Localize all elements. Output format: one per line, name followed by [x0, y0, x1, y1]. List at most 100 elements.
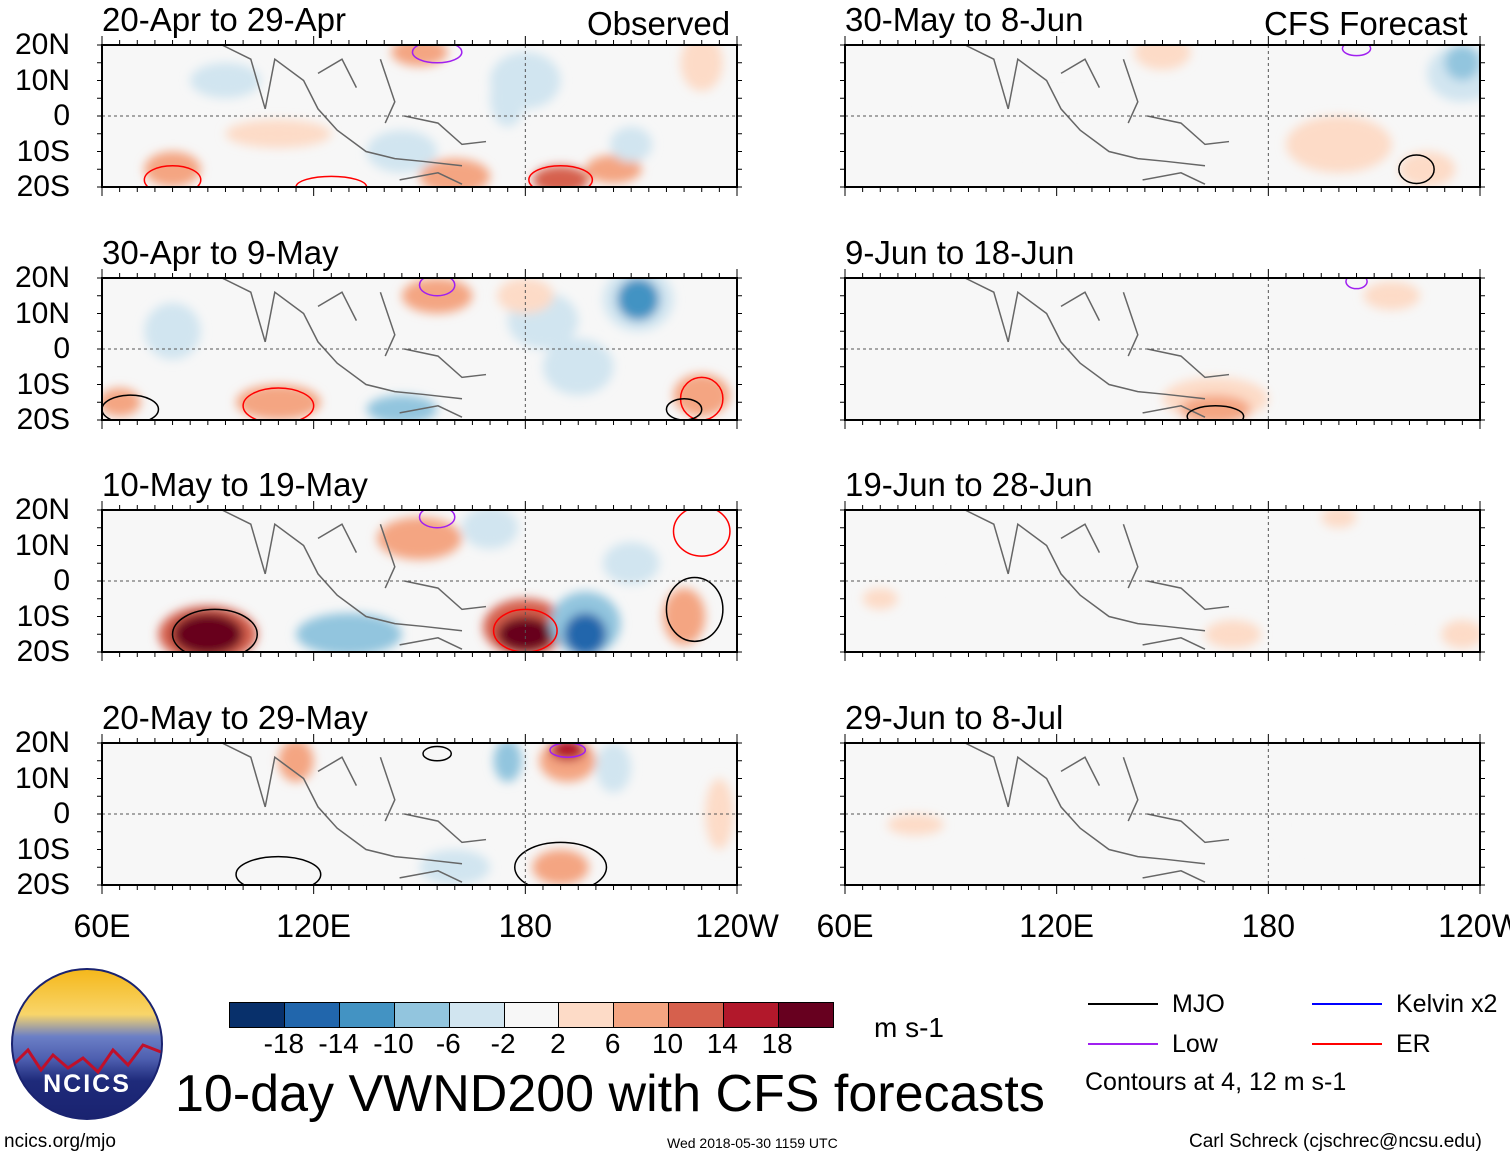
- coastline: [964, 278, 1230, 418]
- legend-label: ER: [1396, 1030, 1431, 1058]
- lon-label: 120W: [695, 908, 779, 944]
- lat-label: 20N: [14, 726, 70, 759]
- low-contour: [549, 743, 587, 758]
- mjo-contour: [665, 397, 703, 420]
- colorbar-swatch: [338, 1003, 394, 1027]
- colorbar-tick-label: 2: [550, 1028, 566, 1059]
- mjo-contour: [665, 576, 724, 643]
- map-panel: [840, 501, 1485, 661]
- legend-label: MJO: [1172, 990, 1225, 1018]
- er-contour: [143, 164, 202, 187]
- anomaly-blob: [1197, 838, 1269, 875]
- anomaly-blob: [542, 338, 614, 396]
- credit: Carl Schreck (cjschrec@ncsu.edu): [1189, 1131, 1482, 1152]
- anomaly-shading: [144, 45, 723, 187]
- coastline: [221, 510, 487, 650]
- anomaly-blob: [366, 130, 438, 173]
- anomaly-blob: [1441, 620, 1480, 649]
- anomaly-blob: [1134, 45, 1191, 70]
- lat-label: 10S: [16, 832, 70, 866]
- lat-label: 20S: [16, 403, 70, 436]
- anomaly-blob: [532, 849, 589, 885]
- anomaly-blob: [915, 94, 1198, 152]
- legend-line: [1312, 1043, 1382, 1045]
- colorbar: [229, 1002, 834, 1028]
- legend-label: Kelvin x2: [1396, 990, 1498, 1018]
- colorbar-tick-label: 18: [761, 1028, 793, 1059]
- anomaly-shading: [915, 45, 1480, 187]
- anomaly-blob: [497, 616, 554, 652]
- anomaly-shading: [862, 281, 1421, 420]
- low-contour: [411, 45, 463, 64]
- anomaly-blob: [1444, 45, 1480, 81]
- lat-label: 20N: [14, 493, 70, 526]
- anomaly-blob: [236, 384, 321, 420]
- map-panel: [97, 269, 742, 429]
- lat-label: 0: [53, 99, 70, 132]
- observed-label: Observed: [587, 5, 731, 42]
- lon-label: 120W: [1438, 908, 1510, 944]
- lat-label: 0: [53, 564, 70, 597]
- anomaly-blob: [1356, 570, 1463, 613]
- lat-label: 20S: [16, 868, 70, 901]
- lat-label: 20S: [16, 635, 70, 668]
- anomaly-blob: [391, 45, 448, 67]
- map-panel: [97, 734, 742, 894]
- coastline: [221, 45, 487, 185]
- anomaly-blob: [296, 612, 402, 652]
- er-contour: [528, 164, 594, 187]
- colorbar-swatch: [558, 1003, 614, 1027]
- lon-label: 60E: [816, 908, 874, 944]
- colorbar-tick-label: -6: [435, 1028, 461, 1059]
- panel-title: 19-Jun to 28-Jun: [845, 466, 1093, 503]
- lat-label: 0: [53, 797, 70, 830]
- anomaly-blob: [366, 395, 438, 420]
- url-link[interactable]: ncics.org/mjo: [4, 1131, 116, 1152]
- anomaly-blob: [419, 849, 491, 885]
- anomaly-blob: [172, 612, 244, 652]
- colorbar-tick-label: -18: [263, 1028, 305, 1059]
- lat-label: 10N: [14, 528, 70, 562]
- legend-label: Low: [1172, 1030, 1218, 1058]
- anomaly-blob: [225, 119, 332, 148]
- figure-title: 10-day VWND200 with CFS forecasts: [175, 1065, 1045, 1123]
- colorbar-swatch: [503, 1003, 559, 1027]
- anomaly-blob: [862, 588, 898, 610]
- lat-label: 20S: [16, 170, 70, 203]
- map-panel: [840, 734, 1485, 894]
- legend-line: [1088, 1003, 1158, 1005]
- map-panel: [840, 269, 1485, 429]
- anomaly-blob: [610, 126, 653, 163]
- colorbar-swatch: [668, 1003, 724, 1027]
- anomaly-blob: [1285, 115, 1392, 173]
- coastline: [221, 278, 487, 418]
- lon-label: 180: [498, 908, 553, 944]
- panel-title: 30-Apr to 9-May: [102, 234, 339, 271]
- anomaly-blob: [1204, 620, 1262, 649]
- legend-line: [1088, 1043, 1158, 1045]
- anomaly-blob: [1409, 810, 1480, 854]
- map-panel: [97, 501, 742, 661]
- anomaly-blob: [986, 302, 1198, 360]
- anomaly-blob: [564, 612, 607, 652]
- lat-label: 0: [53, 332, 70, 365]
- anomaly-blob: [887, 814, 944, 836]
- panel-title: 10-May to 19-May: [102, 466, 368, 503]
- anomaly-blob: [585, 155, 642, 184]
- colorbar-tick-label: 6: [604, 1028, 621, 1059]
- anomaly-blob: [602, 541, 660, 585]
- anomaly-layer: [143, 45, 723, 187]
- mjo-contour: [1186, 405, 1245, 420]
- timestamp: Wed 2018-05-30 1159 UTC: [667, 1135, 838, 1151]
- colorbar-tick-label: -14: [318, 1028, 359, 1059]
- anomaly-blob: [680, 45, 723, 92]
- mjo-contour: [1398, 154, 1435, 185]
- lat-label: 10N: [14, 296, 70, 330]
- colorbar-tick-label: 14: [706, 1028, 738, 1059]
- panel-title: 20-Apr to 29-Apr: [102, 1, 346, 38]
- colorbar-swatch: [613, 1003, 669, 1027]
- lon-label: 180: [1241, 908, 1296, 944]
- er-contour: [492, 608, 558, 652]
- anomaly-blob: [673, 373, 730, 417]
